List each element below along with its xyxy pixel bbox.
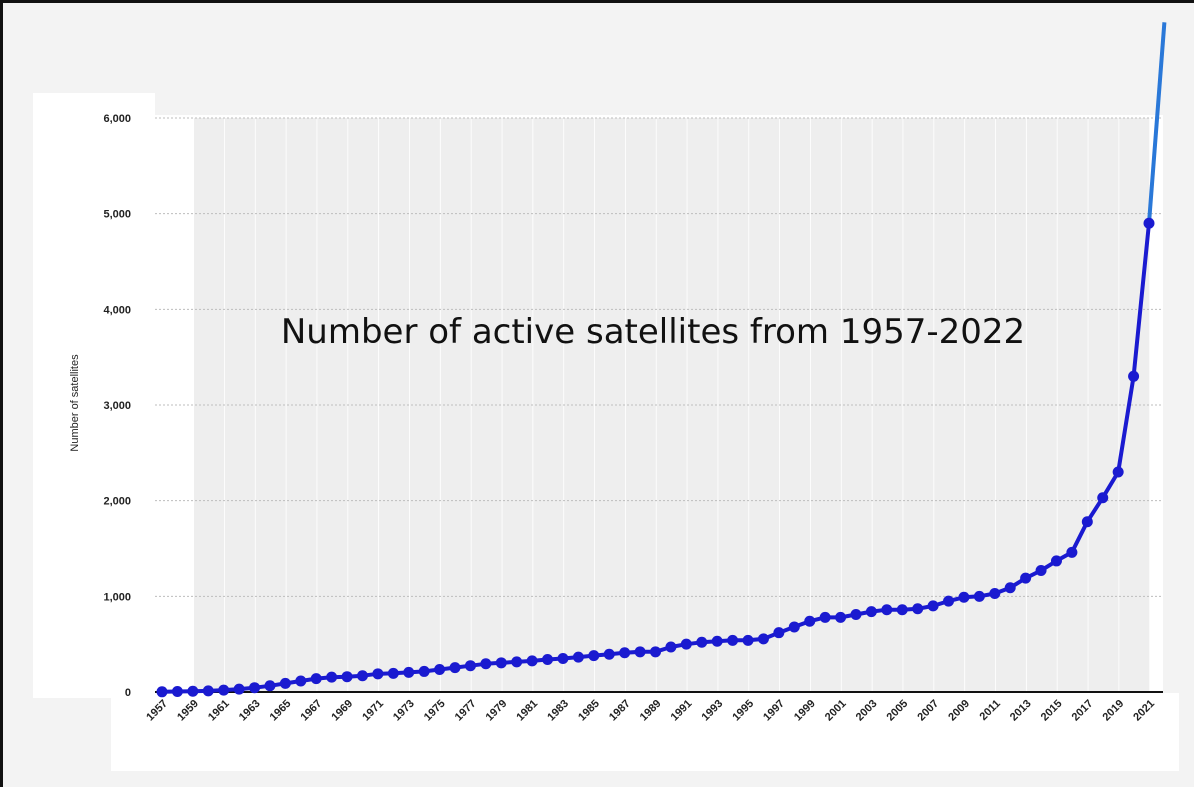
data-point [249, 682, 261, 694]
y-axis-label: Number of satellites [69, 354, 81, 452]
data-point [387, 667, 399, 679]
data-point [464, 660, 476, 672]
data-point [650, 646, 661, 658]
y-tick-label: 0 [125, 687, 131, 699]
data-point [418, 665, 430, 677]
data-point [711, 635, 723, 647]
data-point [680, 638, 692, 650]
data-point [1004, 582, 1016, 594]
data-point [187, 685, 199, 697]
data-point [819, 611, 831, 623]
data-point [403, 666, 415, 678]
data-points [156, 217, 1155, 698]
data-point [603, 648, 615, 660]
data-point [480, 658, 492, 670]
data-point [912, 603, 924, 615]
y-tick-label: 3,000 [103, 400, 131, 412]
chart-title: Number of active satellites from 1957-20… [281, 312, 1025, 352]
plot-background [33, 93, 1179, 771]
data-point [1081, 516, 1093, 528]
data-point [264, 680, 276, 692]
data-point [326, 671, 338, 683]
data-point [1112, 466, 1124, 478]
data-point [372, 668, 384, 680]
data-point [1035, 565, 1047, 577]
data-point [1097, 492, 1109, 504]
data-point [696, 636, 708, 648]
data-point [542, 653, 554, 665]
data-point [156, 686, 168, 698]
y-axis-panel [33, 93, 155, 698]
data-point [218, 684, 230, 696]
data-point [171, 686, 183, 698]
data-point [989, 587, 1001, 599]
data-point [896, 604, 908, 616]
data-point [295, 675, 307, 687]
data-point [310, 673, 322, 685]
data-point [973, 590, 985, 602]
y-tick-label: 6,000 [103, 113, 131, 125]
data-point [356, 670, 368, 682]
data-point [572, 651, 584, 663]
data-point [757, 633, 769, 645]
data-point [850, 609, 862, 621]
data-point [773, 627, 785, 639]
data-point [943, 595, 955, 607]
data-point [279, 677, 291, 689]
data-point [927, 600, 939, 612]
data-point [233, 683, 245, 695]
y-tick-label: 5,000 [103, 209, 131, 221]
data-point [495, 657, 507, 669]
data-point [619, 647, 631, 659]
x-axis-panel [111, 693, 1179, 771]
data-point [865, 606, 877, 618]
data-point [634, 646, 646, 658]
data-point [804, 615, 816, 627]
data-point [511, 656, 523, 668]
series-extension-line [1147, 22, 1167, 224]
data-point [588, 650, 600, 662]
data-point [341, 671, 353, 683]
data-point [434, 664, 446, 676]
y-axis-ticks: 0 1,000 2,000 3,000 4,000 5,000 6,000 [103, 113, 131, 699]
data-point [526, 655, 538, 667]
data-point [1066, 546, 1078, 558]
data-point [958, 591, 970, 603]
data-point [1128, 370, 1140, 382]
y-tick-label: 4,000 [103, 304, 131, 316]
data-point [835, 611, 847, 623]
data-point [742, 634, 754, 646]
data-point [202, 685, 214, 697]
data-point [557, 653, 569, 665]
data-point [449, 662, 461, 674]
gridlines [155, 117, 1163, 693]
data-point [788, 621, 800, 633]
y-tick-label: 2,000 [103, 496, 131, 508]
data-point [1143, 217, 1155, 229]
y-tick-label: 1,000 [103, 591, 131, 603]
data-point [727, 634, 739, 646]
data-point [1020, 572, 1032, 584]
data-point [1050, 555, 1062, 567]
data-point [881, 604, 893, 616]
data-point [665, 641, 677, 653]
